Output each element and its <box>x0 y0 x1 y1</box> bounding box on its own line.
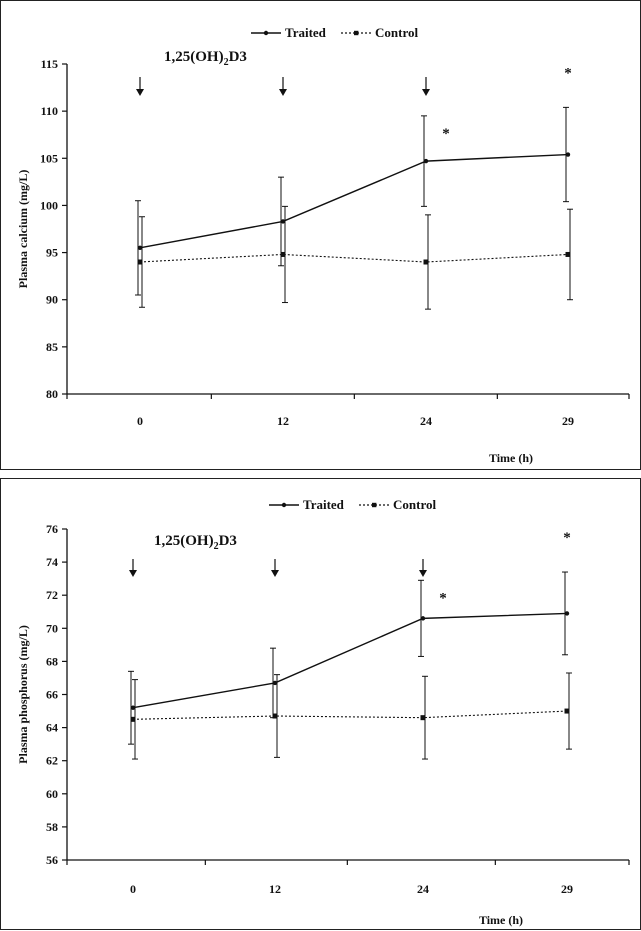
control-data-point <box>137 259 143 265</box>
y-tick-label: 95 <box>46 246 58 260</box>
legend-control-marker <box>372 502 377 508</box>
legend-control-marker <box>354 30 359 36</box>
legend-traited-label: Traited <box>303 497 345 512</box>
traited-series-line <box>139 153 569 249</box>
dose-arrow-head <box>419 570 427 577</box>
dose-arrow-head <box>136 89 144 96</box>
dose-arrow-head <box>129 570 137 577</box>
x-tick-label: 24 <box>417 882 429 896</box>
y-tick-label: 68 <box>46 654 58 668</box>
annotation-suffix: D3 <box>219 533 237 549</box>
significance-marker: * <box>564 65 572 81</box>
phosphorus-chart: 56 58 60 62 64 66 68 70 72 74 76 0 12 24 29 Plasma phos… <box>16 497 630 927</box>
traited-data-point <box>137 245 143 251</box>
annotation-suffix: D3 <box>229 49 247 65</box>
annotation-prefix: 1,25(OH) <box>164 49 224 65</box>
control-data-point <box>272 713 278 719</box>
x-tick-label: 29 <box>562 414 574 428</box>
significance-marker: * <box>442 126 450 142</box>
traited-data-point <box>564 611 570 616</box>
traited-data-point <box>423 158 429 164</box>
dose-arrow-head <box>422 89 430 96</box>
y-tick-label: 72 <box>46 588 58 602</box>
x-tick-label: 0 <box>137 414 143 428</box>
annotation-subscript: 2 <box>224 57 229 68</box>
control-data-point <box>565 251 571 257</box>
x-tick-label: 12 <box>269 882 281 896</box>
significance-marker: * <box>563 530 571 546</box>
y-tick-label: 80 <box>46 387 58 401</box>
treatment-annotation: 1,25(OH)2D3 <box>154 533 237 552</box>
x-tick-label: 24 <box>420 414 432 428</box>
control-data-point <box>423 259 429 265</box>
y-tick-label: 76 <box>46 522 58 536</box>
control-data-point <box>280 251 286 257</box>
control-series-line <box>132 710 568 720</box>
calcium-chart-panel: 80 85 90 95 100 105 110 115 0 12 24 29 Plasma calciu… <box>0 0 641 470</box>
y-tick-label: 66 <box>46 688 58 702</box>
x-axis-title: Time (h) <box>489 451 533 465</box>
y-tick-label: 115 <box>41 57 58 71</box>
y-tick-label: 105 <box>40 151 58 165</box>
annotation-prefix: 1,25(OH) <box>154 533 214 549</box>
y-axis-title: Plasma calcium (mg/L) <box>16 170 30 289</box>
y-tick-label: 64 <box>46 721 58 735</box>
phosphorus-chart-panel: 56 58 60 62 64 66 68 70 72 74 76 0 12 24 29 Plasma phos… <box>0 478 641 930</box>
traited-data-point <box>420 616 426 621</box>
y-tick-label: 56 <box>46 853 58 867</box>
y-tick-label: 85 <box>46 340 58 354</box>
y-tick-label: 60 <box>46 787 58 801</box>
legend-control-label: Control <box>393 497 436 512</box>
y-axis-title: Plasma phosphorus (mg/L) <box>16 625 30 764</box>
legend-control-label: Control <box>375 25 418 40</box>
treatment-annotation: 1,25(OH)2D3 <box>164 49 247 68</box>
y-tick-label: 62 <box>46 754 58 768</box>
dose-arrow-head <box>279 89 287 96</box>
y-tick-label: 90 <box>46 293 58 307</box>
traited-data-point <box>565 152 571 157</box>
traited-data-point <box>272 680 278 686</box>
legend-traited-marker <box>281 502 287 508</box>
traited-data-point <box>280 219 286 224</box>
calcium-chart: 80 85 90 95 100 105 110 115 0 12 24 29 Plasma calciu… <box>16 25 630 465</box>
y-tick-label: 110 <box>41 104 58 118</box>
y-tick-label: 100 <box>40 198 58 212</box>
x-axis-title: Time (h) <box>479 913 523 927</box>
x-tick-label: 12 <box>277 414 289 428</box>
y-tick-label: 70 <box>46 621 58 635</box>
control-data-point <box>420 715 426 721</box>
significance-marker: * <box>439 590 447 606</box>
traited-data-point <box>130 705 136 710</box>
control-data-point <box>130 716 136 722</box>
traited-series-line <box>132 612 568 709</box>
control-data-point <box>564 708 570 714</box>
y-tick-label: 74 <box>46 555 58 569</box>
y-tick-label: 58 <box>46 820 58 834</box>
legend-traited-marker <box>263 30 269 36</box>
legend-traited-label: Traited <box>285 25 327 40</box>
x-tick-label: 29 <box>561 882 573 896</box>
annotation-subscript: 2 <box>214 541 219 552</box>
control-series-line <box>139 253 569 263</box>
dose-arrow-head <box>271 570 279 577</box>
x-tick-label: 0 <box>130 882 136 896</box>
